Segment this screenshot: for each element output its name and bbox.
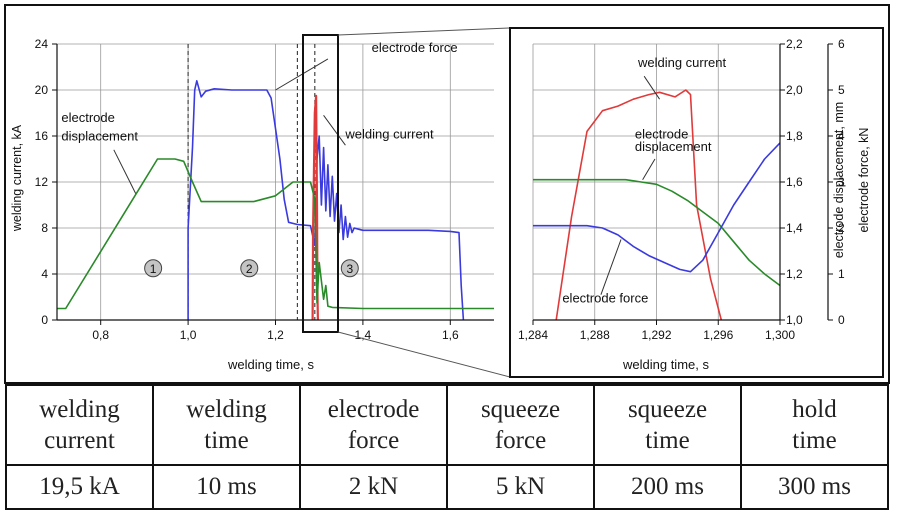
header-cell-squeeze-force: squeeze force [446,384,595,466]
displacement-tick-label: 1,4 [786,221,803,235]
force-tick-label: 0 [838,313,845,327]
annotation-label: welding current [344,126,434,141]
value-cell-squeeze-time: 200 ms [593,464,742,510]
value-cell-squeeze-force: 5 kN [446,464,595,510]
left-chart-ylabel: welding current, kA [10,124,24,232]
header-line: welding [39,395,120,423]
header-cell-welding-current: welding current [5,384,154,466]
header-line: squeeze [627,395,708,423]
x-tick-label: 1,300 [765,328,795,342]
right-chart-xlabel: welding time, s [622,357,709,372]
annotation-label: electrode force [372,40,458,55]
series-line-welding-current [555,89,723,321]
x-tick-label: 0,8 [92,328,109,342]
phase-marker-label: 2 [246,262,253,276]
x-tick-label: 1,2 [267,328,284,342]
phase-marker-label: 3 [346,262,353,276]
value-cell-welding-time: 10 ms [152,464,301,510]
force-tick-label: 2 [838,221,845,235]
annotation-label: displacement [635,139,712,154]
header-line: force [494,427,547,454]
y-tick-label: 20 [35,83,49,97]
force-tick-label: 1 [838,267,845,281]
y-tick-label: 12 [35,175,49,189]
displacement-tick-label: 1,2 [786,267,803,281]
y-tick-label: 24 [35,37,49,51]
force-tick-label: 6 [838,37,845,51]
annotation-leader [643,75,661,100]
force-tick-label: 4 [838,129,845,143]
y-tick-label: 0 [41,313,48,327]
header-line: electrode [327,395,420,423]
x-tick-label: 1,296 [703,328,733,342]
header-line: current [44,427,115,454]
series-line-electrode-force [187,80,465,321]
force-tick-label: 3 [838,175,845,189]
header-line: time [645,427,690,454]
value-cell-electrode-force: 2 kN [299,464,448,510]
header-line: force [347,427,400,454]
parameters-table: welding current welding time electrode forc… [5,384,889,510]
header-cell-hold-time: hold time [740,384,889,466]
phase-marker-label: 1 [150,262,157,276]
annotation-label: electrode force [562,290,648,305]
header-line: time [204,427,249,454]
force-tick-label: 5 [838,83,845,97]
displacement-tick-label: 2,2 [786,37,803,51]
right-chart-ylabel-right: electrode force, kN [857,128,871,233]
zoom-connector-top [337,27,511,36]
displacement-tick-label: 2,0 [786,83,803,97]
header-line: squeeze [480,395,561,423]
series-line-electrode-displacement [57,158,494,310]
annotation-leader [600,239,622,295]
displacement-tick-label: 1,0 [786,313,803,327]
annotation-leader [323,115,346,146]
zoom-window [302,34,339,333]
header-cell-squeeze-time: squeeze time [593,384,742,466]
right-chart-ylabel-left: electrode displacement, mm [832,102,846,258]
table-header-row: welding current welding time electrode forc… [5,384,889,466]
header-cell-electrode-force: electrode force [299,384,448,466]
y-tick-label: 8 [41,221,48,235]
value-cell-hold-time: 300 ms [740,464,889,510]
phase-marker [340,259,359,278]
y-tick-label: 16 [35,129,49,143]
annotation-label: electrode [61,110,114,125]
phase-marker [144,259,163,278]
x-tick-label: 1,4 [355,328,372,342]
annotation-label: welding current [637,55,727,70]
y-tick-label: 4 [41,267,48,281]
table-value-row: 19,5 kA 10 ms 2 kN 5 kN 200 ms 300 ms [5,464,889,510]
x-tick-label: 1,0 [180,328,197,342]
x-tick-label: 1,288 [580,328,610,342]
header-line: hold [792,395,837,423]
x-tick-label: 1,284 [518,328,548,342]
header-line: welding [186,395,267,423]
annotation-label: displacement [61,129,138,144]
right-chart: 1,0 1,2 1,4 1,6 1,8 2,0 2,2 1,284 1,288 1,292 1,29… [509,27,884,378]
series-line-electrode-displacement [533,178,781,287]
annotation-leader [642,158,656,180]
header-cell-welding-time: welding time [152,384,301,466]
header-line: time [792,427,837,454]
x-tick-label: 1,292 [641,328,671,342]
zoom-connector-bottom [337,331,511,378]
annotation-label: electrode [635,126,688,141]
x-tick-label: 1,6 [442,328,459,342]
displacement-tick-label: 1,6 [786,175,803,189]
phase-marker [240,259,259,278]
series-line-electrode-force [533,142,781,273]
value-cell-welding-current: 19,5 kA [5,464,154,510]
left-chart-xlabel: welding time, s [227,357,314,372]
annotation-leader [113,149,137,194]
displacement-tick-label: 1,8 [786,129,803,143]
annotation-leader [275,58,329,91]
